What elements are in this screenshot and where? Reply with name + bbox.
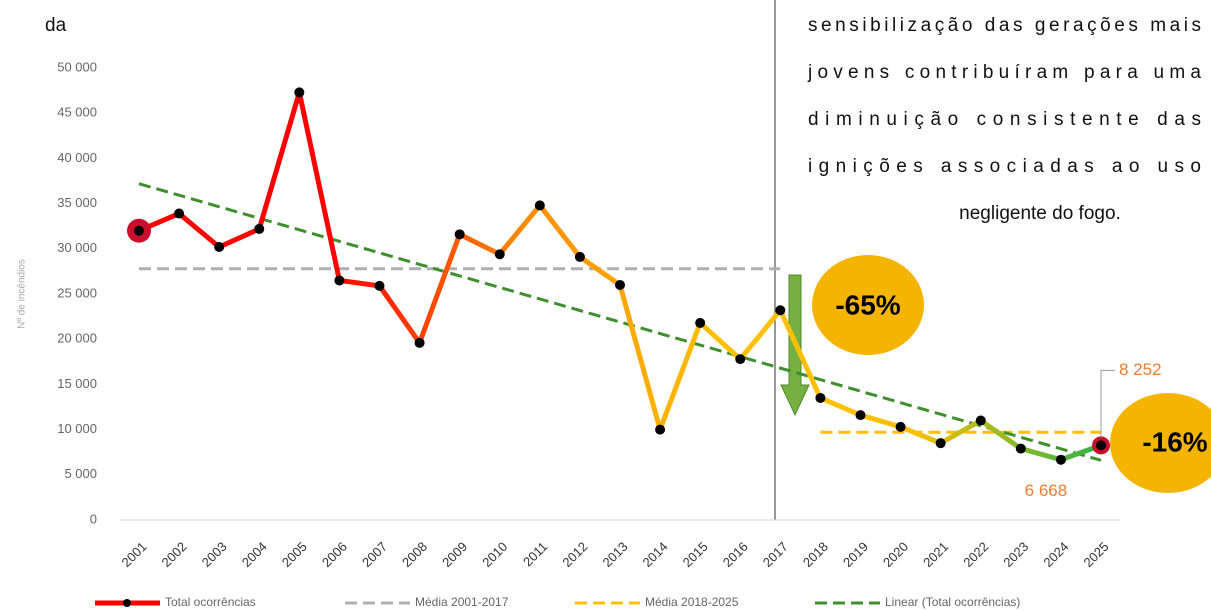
point [775, 305, 786, 316]
point [374, 280, 385, 291]
y-tick-label: 5 000 [64, 466, 97, 481]
x-tick-label: 2025 [1080, 539, 1111, 570]
x-tick-label: 2019 [840, 539, 871, 570]
point [735, 354, 746, 365]
point [454, 229, 465, 240]
x-tick-label: 2022 [960, 539, 991, 570]
y-tick-label: 30 000 [57, 240, 97, 255]
paragraph-line: diminuição consistente das [808, 109, 1201, 130]
y-tick-label: 40 000 [57, 150, 97, 165]
y-tick-label: 25 000 [57, 285, 97, 300]
x-tick-label: 2007 [359, 539, 390, 570]
y-tick-label: 15 000 [57, 376, 97, 391]
point [815, 392, 826, 403]
x-tick-label: 2013 [599, 539, 630, 570]
x-tick-label: 2024 [1040, 539, 1071, 570]
annotation: -16% [1142, 426, 1207, 457]
legend-label: Linear (Total ocorrências) [885, 595, 1020, 609]
x-tick-label: 2020 [880, 539, 911, 570]
x-tick-label: 2023 [1000, 539, 1031, 570]
x-tick-label: 2003 [199, 539, 230, 570]
point [214, 241, 225, 252]
legend-label: Média 2001-2017 [415, 595, 509, 609]
x-tick-label: 2006 [319, 539, 350, 570]
badge [1110, 393, 1211, 493]
paragraph-line: jovens contribuíram para uma [807, 62, 1201, 83]
point [1015, 443, 1026, 454]
paragraph-line: ignições associadas ao uso [808, 156, 1201, 177]
badge [812, 255, 924, 355]
y-tick-label: 35 000 [57, 195, 97, 210]
x-tick-label: 2011 [520, 539, 550, 569]
y-tick-label: 50 000 [57, 59, 97, 74]
point [294, 87, 305, 98]
point [494, 249, 505, 260]
y-tick-label: 20 000 [57, 331, 97, 346]
point [574, 251, 585, 262]
point [975, 415, 986, 426]
y-tick-label: 45 000 [57, 105, 97, 120]
point [695, 317, 706, 328]
x-tick-label: 2021 [920, 539, 951, 570]
point [615, 279, 625, 290]
point [935, 438, 946, 449]
x-tick-label: 2015 [680, 539, 711, 570]
x-tick-label: 2018 [800, 539, 831, 570]
x-tick-label: 2012 [559, 539, 590, 570]
point [1096, 440, 1106, 451]
x-tick-label: 2009 [439, 539, 470, 570]
point [1055, 454, 1066, 465]
text-fragment: da [45, 15, 67, 36]
x-tick-label: 2008 [399, 539, 430, 570]
y-tick-label: 0 [90, 511, 97, 526]
x-tick-label: 2004 [239, 539, 270, 570]
series-line [138, 89, 1102, 463]
legend-label: Média 2018-2025 [645, 595, 739, 609]
point [855, 410, 866, 421]
paragraph-line: sensibilização das gerações mais [808, 15, 1201, 36]
point [134, 225, 144, 236]
x-tick-label: 2017 [760, 539, 791, 570]
data-label: 6 668 [1025, 481, 1068, 500]
point [174, 208, 185, 219]
x-tick-label: 2001 [118, 539, 149, 570]
legend-label: Total ocorrências [165, 595, 256, 609]
x-tick-label: 2014 [640, 539, 671, 570]
data-label: 8 252 [1119, 360, 1162, 379]
point [334, 275, 345, 286]
point [534, 200, 545, 211]
x-tick-label: 2016 [720, 539, 751, 570]
paragraph-line: negligente do fogo. [959, 203, 1121, 224]
point [414, 337, 425, 348]
point [655, 424, 666, 435]
x-tick-label: 2010 [479, 539, 510, 570]
legend-dot [123, 599, 131, 607]
point [895, 421, 906, 432]
reference-line [138, 182, 1102, 462]
x-tick-label: 2005 [279, 539, 310, 570]
point [254, 223, 265, 234]
annotation: -65% [835, 289, 900, 320]
y-tick-label: 10 000 [57, 421, 97, 436]
leader [1100, 369, 1115, 438]
x-tick-label: 2002 [159, 539, 190, 570]
y-axis-label: Nº de incêndios [17, 259, 28, 329]
